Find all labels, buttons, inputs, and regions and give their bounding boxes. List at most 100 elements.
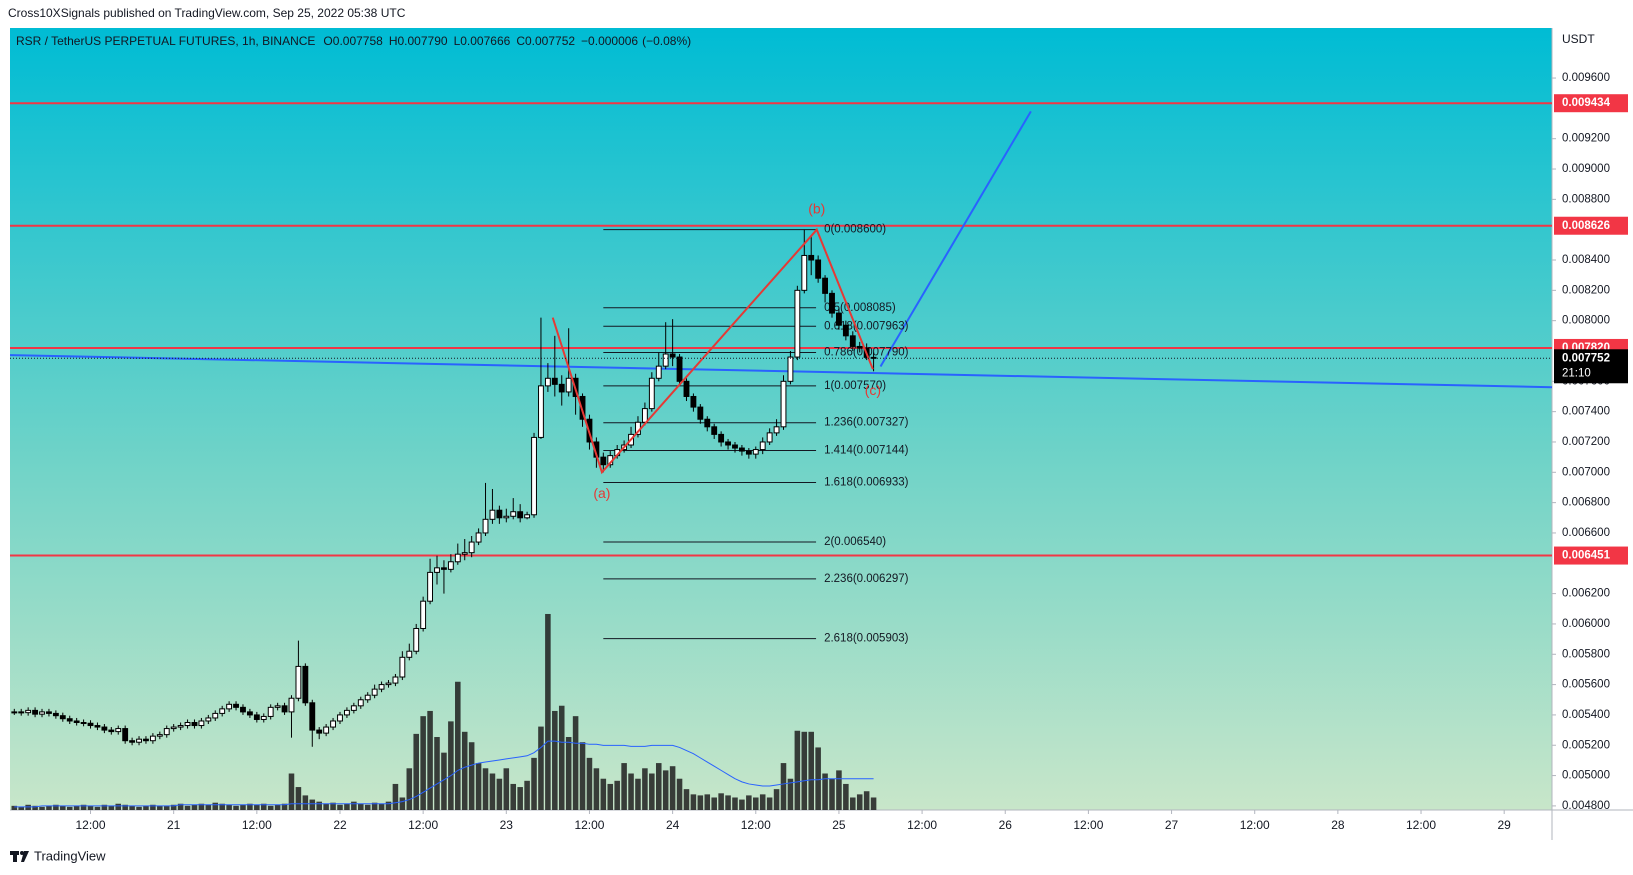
volume-bar <box>856 794 863 810</box>
candle-body <box>496 509 503 519</box>
candle-body <box>544 377 551 387</box>
volume-bar <box>565 737 572 810</box>
candle-body <box>143 738 149 742</box>
candle-body <box>822 277 828 294</box>
volume-bar <box>25 804 31 810</box>
x-tick-label: 12:00 <box>1073 818 1103 832</box>
volume-bar <box>455 681 461 810</box>
volume-bar <box>850 797 856 810</box>
volume-bar <box>281 803 288 810</box>
candle-body <box>565 377 572 393</box>
candle-body <box>780 380 787 428</box>
wave-label: (c) <box>865 382 881 398</box>
ohlc-name: H <box>389 34 398 48</box>
candle-body <box>136 738 142 743</box>
volume-bar <box>489 773 496 810</box>
candle-body <box>371 688 378 696</box>
wave-line <box>551 227 874 475</box>
candle-body <box>447 561 454 570</box>
y-tick-label: 0.005800 <box>1562 648 1610 660</box>
y-tick-label: 0.009600 <box>1562 72 1610 84</box>
candle-body <box>836 312 842 326</box>
level-tag <box>1554 216 1628 235</box>
volume-bar <box>538 726 544 810</box>
volume-bar <box>46 805 52 810</box>
candle-body <box>302 665 309 704</box>
y-tick-label: 0.009000 <box>1562 163 1610 175</box>
candle-body <box>316 729 323 734</box>
y-tick-label: 0.008400 <box>1562 254 1610 266</box>
volume-bar <box>399 797 406 810</box>
candle-body <box>240 706 246 713</box>
x-tick-label: 27 <box>1165 818 1179 832</box>
symbol: RSR / TetherUS PERPETUAL FUTURES, 1h, BI… <box>16 34 315 48</box>
last-price-tag <box>1554 349 1628 384</box>
candle-body <box>253 714 260 720</box>
volume-bar <box>378 803 385 810</box>
level-tag-label: 0.009434 <box>1562 97 1611 109</box>
x-tick-label: 21 <box>167 818 181 832</box>
y-tick-label: 0.007400 <box>1562 406 1610 418</box>
last-price-label: 0.007752 <box>1562 352 1610 364</box>
candle-body <box>579 395 586 420</box>
candle-body <box>683 380 690 397</box>
volume-bar <box>808 731 814 810</box>
candle-body <box>18 711 25 714</box>
candle-body <box>330 720 336 728</box>
volume-bar <box>94 806 101 810</box>
volume-bar <box>330 802 336 810</box>
axis-unit: USDT <box>1562 32 1595 46</box>
candle-body <box>205 717 212 722</box>
y-tick-label: 0.005000 <box>1562 770 1610 782</box>
candle-body <box>773 426 780 434</box>
volume-bar <box>115 803 122 810</box>
volume-bar <box>572 716 579 810</box>
volume-bar <box>53 804 59 810</box>
volume-bar <box>531 757 537 810</box>
candle-body <box>461 552 468 555</box>
volume-bar <box>732 797 738 810</box>
candle-body <box>191 722 198 727</box>
volume-bar <box>344 803 350 810</box>
candle-body <box>510 511 517 517</box>
candle-body <box>170 726 177 730</box>
fib-label: 2.236(0.006297) <box>824 573 909 585</box>
x-tick-label: 12:00 <box>76 818 106 832</box>
candle-body <box>46 711 52 714</box>
volume-bar <box>233 805 239 810</box>
volume-bar <box>801 731 808 810</box>
candle-body <box>794 289 801 358</box>
candle-body <box>704 418 711 428</box>
y-tick-label: 0.007000 <box>1562 466 1610 478</box>
volume-bar <box>787 778 794 810</box>
y-tick-label: 0.008000 <box>1562 315 1610 327</box>
candle-body <box>337 714 343 722</box>
wave-label: (a) <box>593 485 610 501</box>
x-tick-label: 12:00 <box>1406 818 1436 832</box>
trend-line <box>879 110 1032 367</box>
volume-bar <box>461 731 468 810</box>
candle-body <box>66 718 73 722</box>
candle-body <box>343 709 350 716</box>
trend-line <box>10 354 1552 389</box>
y-tick-label: 0.009200 <box>1562 133 1610 145</box>
volume-bar <box>593 768 600 810</box>
x-tick-label: 12:00 <box>1240 818 1270 832</box>
volume-bar <box>870 797 877 810</box>
candle-body <box>503 515 510 519</box>
candle-body <box>94 725 101 728</box>
volume-bar <box>184 805 191 810</box>
volume-bar <box>392 783 399 810</box>
candle-body <box>815 259 822 279</box>
volume-bar <box>524 780 530 810</box>
volume-bar <box>288 773 295 810</box>
volume-bar <box>274 804 281 810</box>
candle-body <box>378 684 385 690</box>
candle-body <box>759 441 766 451</box>
candle-body <box>246 711 253 716</box>
candle-body <box>52 712 59 717</box>
volume-bar <box>863 791 870 810</box>
y-tick-label: 0.008200 <box>1562 284 1610 296</box>
wave-label: (b) <box>808 200 825 216</box>
volume-bar <box>39 806 45 810</box>
